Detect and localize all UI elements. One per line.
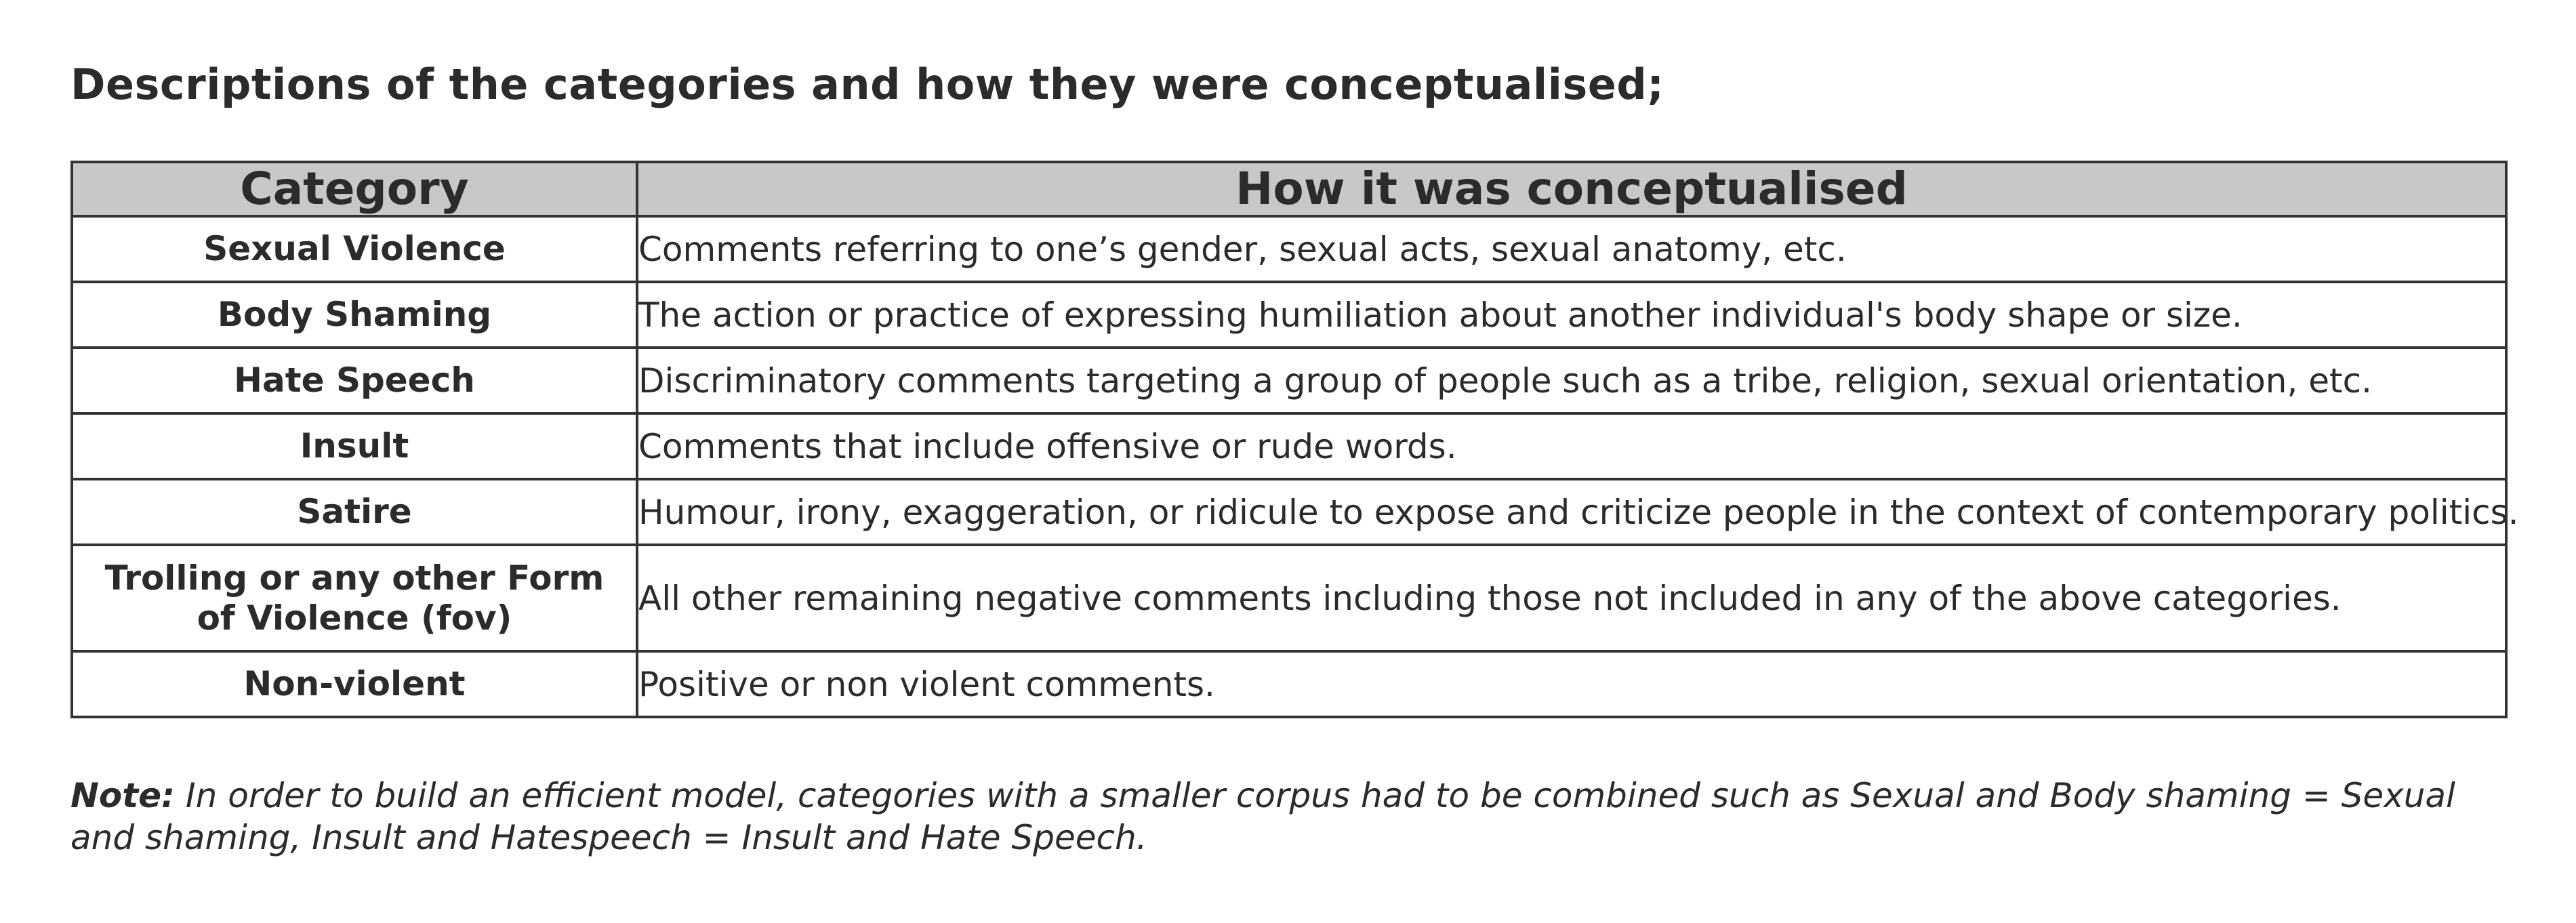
category-cell: Body Shaming: [70, 281, 638, 349]
category-cell: Insult: [70, 412, 638, 480]
description-cell: The action or practice of expressing hum…: [636, 281, 2508, 349]
table-row: Trolling or any other Form of Violence (…: [70, 543, 2508, 653]
table-row: Satire Humour, irony, exaggeration, or r…: [70, 478, 2519, 546]
category-cell: Trolling or any other Form of Violence (…: [70, 543, 638, 653]
table-row: Body Shaming The action or practice of e…: [70, 281, 2508, 349]
description-cell: Comments that include offensive or rude …: [636, 412, 2508, 480]
header-category: Category: [70, 161, 638, 218]
description-cell: All other remaining negative comments in…: [636, 543, 2508, 653]
description-cell: Humour, irony, exaggeration, or ridicule…: [636, 478, 2519, 546]
categories-table: Category How it was conceptualised Sexua…: [70, 161, 2519, 718]
table-header-row: Category How it was conceptualised: [70, 161, 2508, 218]
category-cell: Hate Speech: [70, 346, 638, 415]
table-row: Sexual Violence Comments referring to on…: [70, 215, 2508, 283]
table-row: Hate Speech Discriminatory comments targ…: [70, 346, 2508, 415]
page-title: Descriptions of the categories and how t…: [70, 60, 1664, 109]
header-conceptualised: How it was conceptualised: [636, 161, 2508, 218]
category-cell: Satire: [70, 478, 638, 546]
category-line-1: Trolling or any other Form: [104, 558, 605, 598]
note-label: Note:: [70, 776, 176, 815]
table-row: Non-violent Positive or non violent comm…: [70, 650, 2508, 718]
category-cell: Non-violent: [70, 650, 638, 718]
table-row: Insult Comments that include offensive o…: [70, 412, 2508, 480]
category-cell: Sexual Violence: [70, 215, 638, 283]
table-note: Note: In order to build an efficient mod…: [70, 775, 2524, 859]
description-cell: Discriminatory comments targeting a grou…: [636, 346, 2508, 415]
category-line-2: of Violence (fov): [197, 598, 512, 638]
description-cell: Comments referring to one’s gender, sexu…: [636, 215, 2508, 283]
note-text: In order to build an efficient model, ca…: [70, 776, 2455, 857]
description-cell: Positive or non violent comments.: [636, 650, 2508, 718]
